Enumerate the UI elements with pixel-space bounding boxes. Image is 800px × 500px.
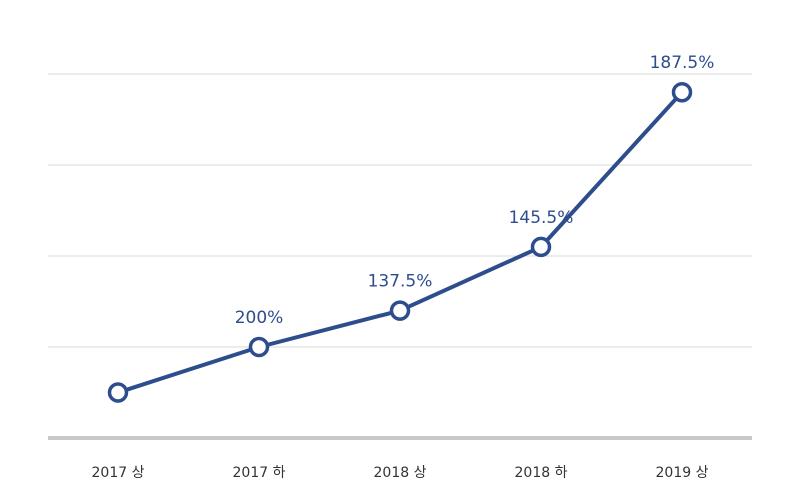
data-label: 137.5% — [368, 272, 433, 292]
markers — [107, 81, 693, 403]
data-label: 200% — [235, 308, 284, 328]
x-tick-label: 2018 하 — [515, 465, 568, 481]
data-point-marker — [389, 300, 411, 321]
data-label: 145.5% — [509, 208, 574, 228]
gridlines — [48, 73, 752, 348]
data-label: 187.5% — [650, 53, 715, 73]
data-point-marker — [248, 336, 270, 358]
x-tick-labels: 2017 상 2017 하 2018 상 2018 하 2019 상 — [92, 465, 709, 481]
x-tick-label: 2018 상 — [374, 465, 427, 481]
data-point-marker — [671, 81, 693, 103]
x-tick-label: 2019 상 — [656, 465, 709, 481]
data-point-marker — [107, 382, 129, 403]
data-labels: 200% 137.5% 145.5% 187.5% — [235, 53, 715, 328]
data-point-marker — [530, 236, 552, 258]
x-tick-label: 2017 상 — [92, 465, 145, 481]
x-tick-label: 2017 하 — [233, 465, 286, 481]
